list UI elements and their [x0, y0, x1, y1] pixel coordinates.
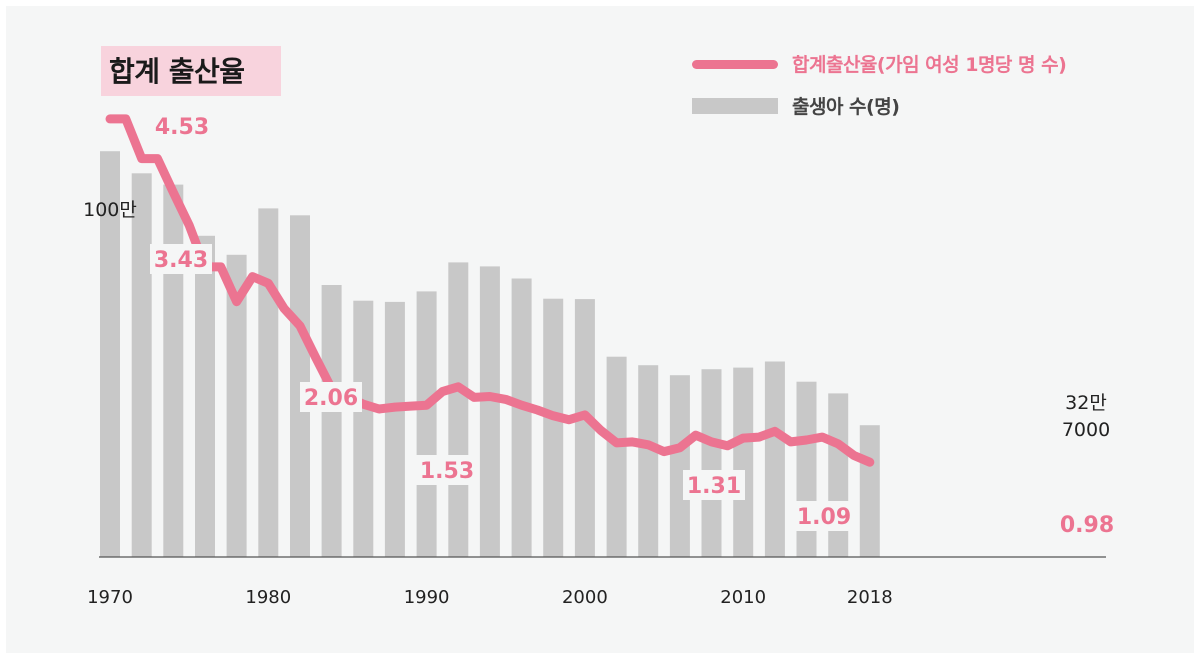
birth-bar-1976	[195, 235, 215, 558]
birth-bar-2018	[859, 425, 880, 557]
birth-bar-1980	[258, 208, 279, 557]
birth-bar-2008	[701, 369, 722, 557]
birth-bar-2002	[606, 356, 627, 557]
legend-line-label: 합계출산율(가임 여성 1명당 명 수)	[792, 54, 1067, 76]
chart-svg: 4.533.432.061.531.311.09 0.98100만32만7000 …	[83, 111, 1118, 608]
x-tick-label: 1980	[245, 587, 291, 608]
fertility-value-label: 1.53	[420, 459, 474, 484]
fertility-value-label: 3.43	[154, 248, 208, 273]
fertility-label-bg	[150, 244, 212, 274]
birth-bar-1974	[163, 184, 184, 557]
fertility-value-label: 1.09	[797, 505, 851, 530]
birth-bar-1998	[543, 298, 564, 557]
birth-bar-1986	[353, 300, 374, 557]
x-tick-label: 2000	[562, 587, 608, 608]
birth-bar-2000	[574, 299, 595, 557]
legend-bar-label: 출생아 수(명)	[792, 96, 900, 118]
birth-bar-1972	[131, 173, 152, 558]
birth-annotation-end: 7000	[1062, 419, 1110, 441]
birth-bar-2010	[733, 367, 754, 557]
birth-bar-1992	[448, 262, 469, 557]
birth-bar-1996	[511, 278, 532, 557]
birth-annotation-top: 100만	[83, 199, 137, 221]
ticks-layer: 1970 1980 1990 2000 2010 2018	[87, 587, 893, 608]
chart-canvas: 4.53 3.43 2.06 1.53 1.31 1.09 0.98 100만 32만 7000 …	[6, 6, 1194, 653]
birth-bar-2004	[638, 365, 659, 557]
legend-bar-swatch	[692, 98, 778, 114]
fertility-label-bg	[1056, 509, 1118, 539]
x-tick-label: 1970	[87, 587, 133, 608]
birth-bar-1984	[321, 285, 342, 557]
bars-layer	[100, 151, 880, 558]
birth-bar-1990	[416, 291, 437, 557]
legend-line-swatch	[692, 60, 778, 69]
fertility-value-label: 1.31	[687, 474, 741, 499]
title-highlight	[101, 46, 281, 96]
fertility-label-bg	[151, 111, 213, 141]
birth-bar-1970	[100, 151, 120, 557]
fertility-label-bg	[416, 455, 478, 485]
birth-bar-2006	[669, 375, 690, 557]
birth-annotation-end: 32만	[1065, 392, 1107, 414]
birth-bar-1994	[479, 266, 500, 557]
fertility-label-bg	[300, 382, 362, 412]
fertility-value-label: 0.98	[1060, 513, 1114, 538]
fertility-rate-line	[105, 114, 875, 467]
fertility-value-label: 2.06	[304, 386, 358, 411]
x-tick-label: 1990	[404, 587, 450, 608]
birth-bar-1978	[226, 254, 247, 558]
fertility-label-bg	[683, 470, 745, 500]
birth-bar-1988	[384, 301, 405, 557]
labels-layer: 4.53 3.43 2.06 1.53 1.31 1.09 0.98 100만 32만 7000	[83, 111, 1118, 539]
x-tick-label: 2010	[720, 587, 766, 608]
birth-bar-2012	[764, 361, 785, 557]
fertility-value-label: 4.53	[155, 115, 209, 140]
line-layer	[105, 114, 875, 467]
fertility-label-bg	[793, 501, 855, 531]
x-tick-label: 2018	[847, 587, 893, 608]
birth-bar-2016	[828, 393, 849, 557]
chart-title: 합계 출산율	[109, 55, 245, 88]
